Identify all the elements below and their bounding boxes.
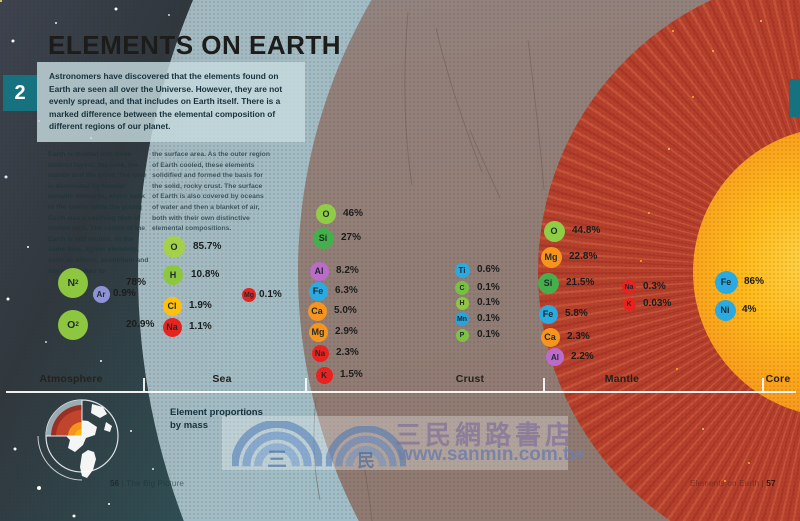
footer-right-label: Elements on Earth | — [690, 479, 767, 488]
element-bubble-mg-crust: Mg — [308, 322, 328, 342]
element-value-cl-sea: 1.9% — [189, 300, 212, 311]
chapter-number-tab: 2 — [3, 75, 37, 111]
region-label-core: Core — [765, 373, 791, 385]
element-bubble-k-crust: K — [315, 366, 333, 384]
core-speckle-dots — [0, 0, 2, 2]
right-edge-tab — [789, 79, 800, 117]
element-value-mg-crust: 2.9% — [335, 326, 358, 337]
element-value-o-sea: 85.7% — [193, 241, 222, 252]
element-bubble-si-crust: Si — [312, 227, 334, 249]
element-value-na-mantle: 0.3% — [643, 281, 666, 292]
element-value-al-mantle: 2.2% — [571, 351, 594, 362]
element-value-na-sea: 1.1% — [189, 321, 212, 332]
element-bubble-p-crust: P — [455, 328, 469, 342]
element-value-na-crust: 2.3% — [336, 347, 359, 358]
element-value-mg-sea: 0.1% — [259, 289, 282, 300]
element-bubble-h-sea: H — [163, 265, 183, 285]
page-title: ELEMENTS ON EARTH — [48, 30, 342, 60]
region-label-crust: Crust — [455, 373, 485, 385]
element-bubble-mg-mantle: Mg — [540, 246, 562, 268]
watermark-rainbow-logo-1: 三 — [232, 421, 322, 470]
watermark-char-1: 三 — [267, 449, 287, 470]
element-bubble-al-crust: Al — [309, 261, 329, 281]
watermark-url: www.sanmin.com.tw — [398, 444, 585, 465]
legend-caption-line2: by mass — [170, 420, 209, 431]
watermark-store-name: 三民網路書店 — [395, 420, 576, 450]
element-bubble-o-mantle: O — [543, 220, 565, 242]
element-value-k-crust: 1.5% — [340, 369, 363, 380]
element-value-mg-mantle: 22.8% — [569, 251, 598, 262]
region-boundary-tick — [143, 378, 145, 392]
element-value-ca-crust: 5.0% — [334, 305, 357, 316]
region-boundary-tick — [305, 378, 307, 392]
element-value-k-mantle: 0.03% — [643, 298, 672, 309]
element-value-mn-crust: 0.1% — [477, 313, 500, 324]
element-bubble-ni-core: Ni — [714, 299, 736, 321]
footer-left-label: | The Big Picture — [119, 479, 184, 488]
page-number-right: 57 — [766, 479, 776, 488]
cutaway-wedge — [46, 400, 82, 436]
element-value-n-atmosphere: 78% — [126, 277, 147, 288]
element-value-ar-atmosphere: 0.9% — [113, 288, 136, 299]
element-bubble-si-mantle: Si — [537, 272, 559, 294]
footer-left: 56 | The Big Picture — [110, 479, 184, 488]
element-value-ti-crust: 0.6% — [477, 264, 500, 275]
element-value-ca-mantle: 2.3% — [567, 331, 590, 342]
region-label-mantle: Mantle — [604, 373, 640, 385]
legend-caption: Element proportions by mass — [170, 406, 263, 432]
element-bubble-fe-core: Fe — [714, 270, 738, 294]
body-text-column-1: Earth is divided into three distinct lay… — [48, 151, 149, 275]
element-bubble-cl-sea: Cl — [162, 296, 182, 316]
earth-cutaway-illustration — [37, 399, 119, 481]
region-label-sea: Sea — [212, 373, 232, 385]
watermark-char-2: 民 — [357, 450, 375, 470]
element-bubble-mn-crust: Mn — [455, 312, 469, 326]
element-value-o-atmosphere: 20.9% — [126, 319, 155, 330]
element-value-si-crust: 27% — [341, 232, 362, 243]
element-value-fe-core: 86% — [744, 276, 765, 287]
element-bubble-o-crust: O — [316, 204, 336, 224]
element-bubble-fe-crust: Fe — [308, 281, 328, 301]
element-value-h-crust: 0.1% — [477, 297, 500, 308]
element-value-al-crust: 8.2% — [336, 265, 359, 276]
element-value-o-crust: 46% — [343, 208, 364, 219]
element-bubble-ca-crust: Ca — [307, 301, 327, 321]
element-bubble-h-crust: H — [455, 296, 469, 310]
element-value-h-sea: 10.8% — [191, 269, 220, 280]
element-value-p-crust: 0.1% — [477, 329, 500, 340]
region-boundary-tick — [543, 378, 545, 392]
element-bubble-al-mantle: Al — [546, 348, 564, 366]
element-value-si-mantle: 21.5% — [566, 277, 595, 288]
region-scale-line — [6, 391, 796, 393]
element-value-ni-core: 4% — [742, 304, 757, 315]
element-value-c-crust: 0.1% — [477, 282, 500, 293]
region-boundary-tick — [762, 378, 764, 392]
element-bubble-fe-mantle: Fe — [538, 304, 558, 324]
element-bubble-ar-atmosphere: Ar — [92, 285, 110, 303]
watermark-rainbow-logo-2: 民 — [326, 426, 406, 470]
region-label-atmosphere: Atmosphere — [39, 373, 103, 385]
element-bubble-na-mantle: Na — [622, 280, 636, 294]
element-bubble-k-mantle: K — [622, 297, 636, 311]
element-bubble-o-sea: O — [163, 236, 185, 258]
element-value-o-mantle: 44.8% — [572, 225, 601, 236]
element-bubble-na-sea: Na — [162, 317, 182, 337]
element-value-fe-mantle: 5.8% — [565, 308, 588, 319]
element-bubble-mg-sea: Mg — [242, 288, 256, 302]
page-number-left: 56 — [110, 479, 120, 488]
intro-paragraph: Astronomers have discovered that the ele… — [37, 62, 305, 142]
footer-right: Elements on Earth | 57 — [690, 479, 776, 488]
element-bubble-ca-mantle: Ca — [540, 327, 560, 347]
element-value-fe-crust: 6.3% — [335, 285, 358, 296]
legend-caption-line1: Element proportions — [170, 407, 263, 418]
element-bubble-ti-crust: Ti — [454, 262, 470, 278]
body-text-column-2: the surface area. As the outer region of… — [152, 151, 270, 233]
element-bubble-c-crust: C — [455, 281, 469, 295]
element-bubble-na-crust: Na — [311, 344, 329, 362]
